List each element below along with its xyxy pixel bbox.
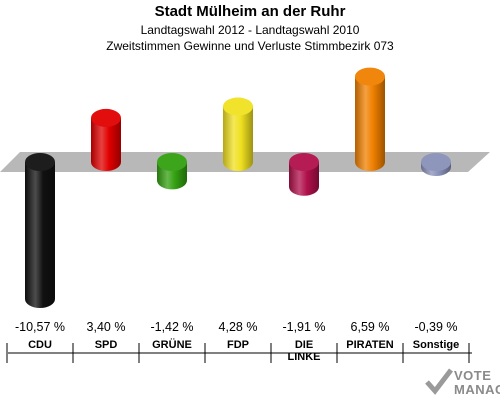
chart-caption: Zweitstimmen Gewinne und Verluste Stimmb… <box>106 39 394 53</box>
category-label: GRÜNE <box>152 339 192 351</box>
logo-text-manager: MANAGER <box>454 382 500 397</box>
bar-fdp <box>223 97 253 171</box>
bar-die-linke <box>289 153 319 196</box>
value-label: 6,59 % <box>350 320 390 334</box>
bar-body <box>355 76 385 162</box>
bar-spd <box>91 108 121 171</box>
category-label: PIRATEN <box>346 339 394 351</box>
value-label: 3,40 % <box>86 320 126 334</box>
bar-top-cap <box>157 153 187 171</box>
bar-top-cap <box>421 153 451 171</box>
logo-text-vote: VOTE <box>454 368 492 383</box>
value-label: 4,28 % <box>218 320 258 334</box>
bar-body <box>25 162 55 299</box>
category-label: CDU <box>28 339 52 351</box>
category-label: DIE LINKE <box>287 339 321 363</box>
bar-bottom-cap <box>91 153 121 171</box>
bar-top-cap <box>355 67 385 86</box>
bar-top-cap <box>25 153 55 171</box>
value-label: -1,42 % <box>150 320 194 334</box>
chart-subtitle: Landtagswahl 2012 - Landtagswahl 2010 <box>140 23 360 37</box>
value-label: -10,57 % <box>14 320 66 334</box>
bar-body <box>223 106 253 162</box>
checkmark-icon <box>425 368 453 395</box>
bar-bottom-cap <box>157 171 187 190</box>
bar-top-cap <box>289 153 319 171</box>
bar-gr-ne <box>157 153 187 190</box>
bar-bottom-cap <box>289 177 319 196</box>
value-label: -0,39 % <box>414 320 458 334</box>
bar-bottom-cap <box>25 290 55 308</box>
value-label: -1,91 % <box>282 320 326 334</box>
bar-piraten <box>355 67 385 171</box>
category-label: SPD <box>94 339 118 351</box>
vote-manager-logo: VOTE MANAGER <box>424 367 500 397</box>
bar-bottom-cap <box>355 153 385 171</box>
chart-title: Stadt Mülheim an der Ruhr <box>154 3 346 20</box>
category-label: FDP <box>227 339 249 351</box>
bar-sonstige <box>421 153 451 177</box>
bar-top-cap <box>223 97 253 116</box>
category-label: Sonstige <box>412 339 460 351</box>
bar-bottom-cap <box>223 153 253 171</box>
bar-cdu <box>25 153 55 308</box>
bar-top-cap <box>91 108 121 127</box>
